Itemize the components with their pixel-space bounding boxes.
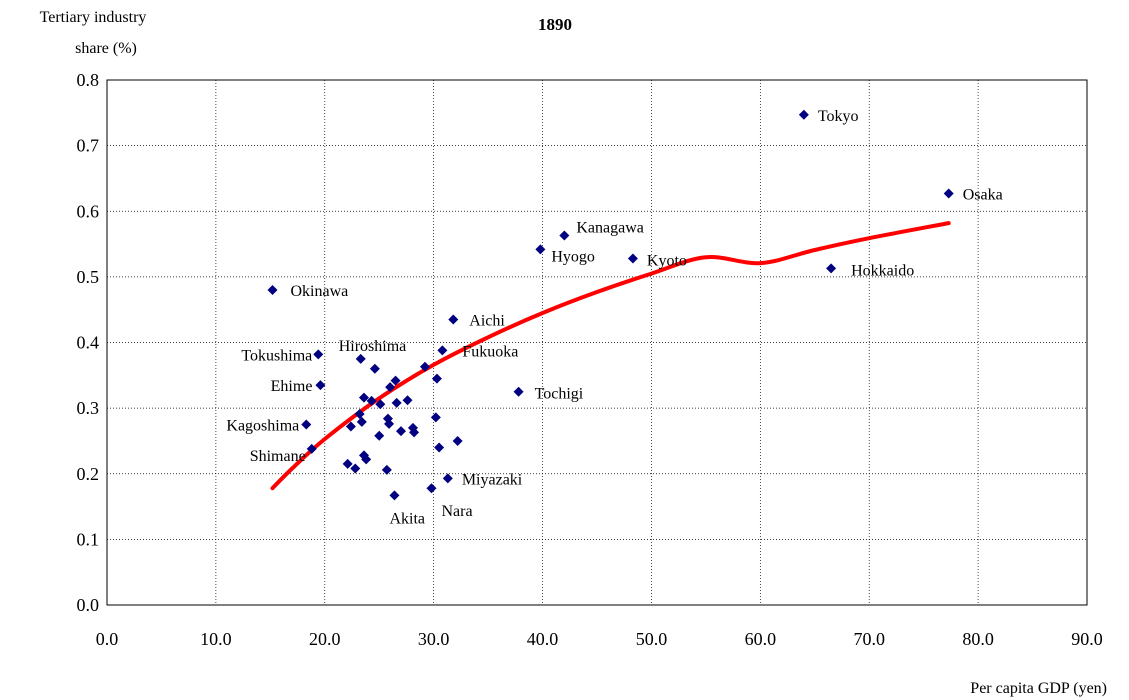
data-point-label: Osaka bbox=[963, 187, 1003, 204]
x-tick-label: 20.0 bbox=[309, 629, 341, 649]
data-point-label: Kanagawa bbox=[576, 220, 644, 237]
y-tick-label: 0.8 bbox=[77, 70, 100, 90]
data-point-marker bbox=[437, 345, 448, 356]
data-point-marker bbox=[559, 230, 570, 241]
data-point-marker bbox=[390, 375, 401, 386]
trend-curve bbox=[270, 221, 951, 491]
data-point-label: Tokushima bbox=[241, 347, 312, 364]
data-point-label: Ehime bbox=[271, 378, 313, 395]
y-tick-label: 0.3 bbox=[77, 398, 100, 418]
data-point-marker bbox=[430, 412, 441, 423]
data-point-marker bbox=[374, 430, 385, 441]
data-point-label: Nara bbox=[441, 503, 472, 520]
data-point-label: Akita bbox=[389, 510, 425, 527]
data-point-marker bbox=[358, 392, 369, 403]
data-point-marker bbox=[452, 435, 463, 446]
data-point-marker bbox=[389, 490, 400, 501]
data-point-label: Kagoshima bbox=[226, 418, 299, 435]
data-point-marker bbox=[301, 419, 312, 430]
y-tick-label: 0.2 bbox=[77, 464, 100, 484]
data-point-marker bbox=[402, 395, 413, 406]
data-point-marker bbox=[313, 349, 324, 360]
data-point-marker bbox=[442, 473, 453, 484]
data-point-marker bbox=[943, 188, 954, 199]
data-point-label: Aichi bbox=[469, 313, 505, 330]
data-point-marker bbox=[355, 353, 366, 364]
data-point-marker bbox=[369, 363, 380, 374]
data-point-marker bbox=[396, 426, 406, 437]
data-point-marker bbox=[385, 382, 396, 393]
data-point-marker bbox=[267, 285, 278, 295]
x-tick-label: 10.0 bbox=[200, 629, 232, 649]
data-point-marker bbox=[315, 380, 326, 391]
data-point-marker bbox=[798, 109, 809, 120]
data-point-marker bbox=[345, 421, 356, 432]
data-point-label: Miyazaki bbox=[462, 471, 523, 488]
chart-title: 1890 bbox=[538, 15, 572, 34]
data-point-marker bbox=[350, 463, 361, 474]
data-point-marker bbox=[381, 464, 392, 475]
y-tick-label: 0.7 bbox=[77, 136, 100, 156]
x-tick-label: 30.0 bbox=[418, 629, 450, 649]
data-point-marker bbox=[361, 454, 372, 465]
data-point-marker bbox=[384, 418, 395, 429]
y-axis-label-line-1: Tertiary industry bbox=[40, 9, 147, 26]
x-tick-label: 90.0 bbox=[1071, 629, 1103, 649]
x-tick-label: 80.0 bbox=[962, 629, 994, 649]
x-tick-label: 50.0 bbox=[636, 629, 668, 649]
data-point-marker bbox=[448, 314, 459, 325]
data-point-label: Tokyo bbox=[818, 108, 859, 125]
x-tick-label: 60.0 bbox=[745, 629, 777, 649]
data-point-marker bbox=[391, 397, 402, 408]
data-point-marker bbox=[434, 442, 445, 453]
x-axis-label: Per capita GDP (yen) bbox=[970, 680, 1107, 697]
data-point-marker bbox=[426, 483, 437, 494]
y-tick-label: 0.0 bbox=[77, 595, 100, 615]
data-point-marker bbox=[431, 373, 442, 384]
data-point-marker bbox=[342, 458, 353, 469]
data-point-label: Hiroshima bbox=[339, 338, 407, 355]
data-point-marker bbox=[354, 409, 365, 420]
data-point-label: Okinawa bbox=[291, 283, 349, 300]
data-point-label: Hyogo bbox=[551, 248, 595, 265]
y-tick-label: 0.4 bbox=[77, 333, 100, 353]
tick-labels: 0.0 10.0 20.0 30.0 40.0 50.0 60.0 70.0 80.0 90.0 0… bbox=[77, 70, 1103, 649]
y-tick-label: 0.6 bbox=[77, 201, 100, 221]
data-point-marker bbox=[366, 395, 377, 406]
y-axis-label-line-2: share (%) bbox=[75, 40, 137, 57]
x-tick-label: 40.0 bbox=[527, 629, 559, 649]
data-point-label: Shimane bbox=[250, 448, 306, 465]
x-tick-label: 0.0 bbox=[96, 629, 119, 649]
data-point-marker bbox=[826, 263, 837, 274]
trend-line-group bbox=[270, 221, 951, 491]
y-tick-label: 0.5 bbox=[77, 267, 100, 287]
data-points: Tokyo Osaka Kanagawa Hyogo Kyoto Hokkaido Okin… bbox=[226, 108, 1002, 528]
data-point-marker bbox=[375, 399, 386, 410]
x-tick-label: 70.0 bbox=[853, 629, 885, 649]
data-point-marker bbox=[409, 427, 420, 438]
data-point-label: Kyoto bbox=[647, 253, 687, 270]
data-point-marker bbox=[535, 244, 546, 255]
data-point-marker bbox=[419, 361, 430, 372]
data-point-label: Tochigi bbox=[535, 386, 584, 403]
y-tick-label: 0.1 bbox=[77, 529, 100, 549]
plot-area-border bbox=[106, 79, 1088, 606]
data-point-marker bbox=[356, 416, 367, 427]
grid-lines bbox=[107, 80, 1087, 605]
data-point-marker bbox=[627, 253, 638, 264]
data-point-marker bbox=[513, 386, 524, 397]
data-point-marker bbox=[306, 443, 317, 454]
data-point-label: Fukuoka bbox=[462, 343, 518, 360]
data-point-label: Hokkaido bbox=[851, 262, 914, 279]
